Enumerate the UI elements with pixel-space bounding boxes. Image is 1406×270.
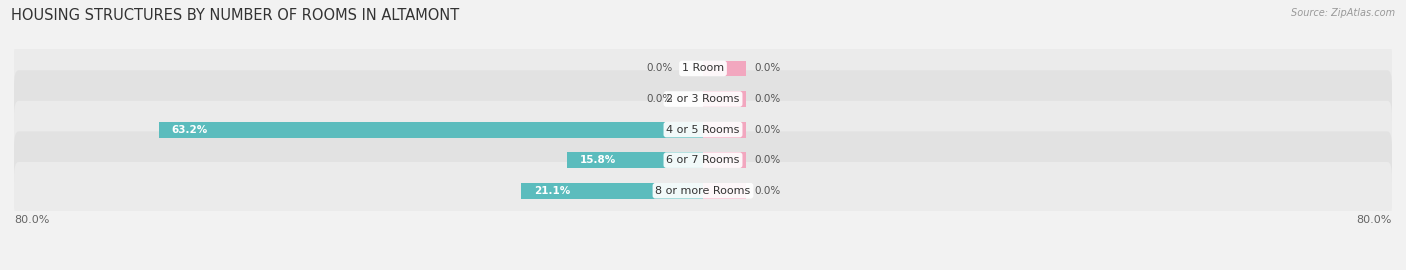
Text: 0.0%: 0.0% (755, 155, 780, 165)
Bar (703, 183, 747, 199)
Text: 0.0%: 0.0% (755, 94, 780, 104)
Text: 0.0%: 0.0% (755, 124, 780, 135)
Bar (703, 152, 747, 168)
FancyBboxPatch shape (14, 162, 1392, 220)
Text: Source: ZipAtlas.com: Source: ZipAtlas.com (1291, 8, 1395, 18)
Text: 0.0%: 0.0% (755, 63, 780, 73)
Bar (703, 91, 747, 107)
Text: HOUSING STRUCTURES BY NUMBER OF ROOMS IN ALTAMONT: HOUSING STRUCTURES BY NUMBER OF ROOMS IN… (11, 8, 460, 23)
Text: 80.0%: 80.0% (1357, 215, 1392, 225)
Text: 0.0%: 0.0% (755, 186, 780, 196)
Bar (522, 183, 703, 199)
Text: 80.0%: 80.0% (14, 215, 49, 225)
FancyBboxPatch shape (14, 131, 1392, 189)
Bar (567, 152, 703, 168)
Text: 2 or 3 Rooms: 2 or 3 Rooms (666, 94, 740, 104)
Text: 8 or more Rooms: 8 or more Rooms (655, 186, 751, 196)
Text: 6 or 7 Rooms: 6 or 7 Rooms (666, 155, 740, 165)
FancyBboxPatch shape (14, 70, 1392, 128)
Text: 1 Room: 1 Room (682, 63, 724, 73)
Bar (703, 60, 747, 76)
Text: 0.0%: 0.0% (647, 63, 673, 73)
Text: 21.1%: 21.1% (534, 186, 571, 196)
Bar (159, 122, 703, 137)
FancyBboxPatch shape (14, 40, 1392, 97)
Text: 0.0%: 0.0% (647, 94, 673, 104)
Text: 15.8%: 15.8% (579, 155, 616, 165)
Text: 63.2%: 63.2% (172, 124, 208, 135)
FancyBboxPatch shape (14, 101, 1392, 158)
Bar (703, 122, 747, 137)
Text: 4 or 5 Rooms: 4 or 5 Rooms (666, 124, 740, 135)
